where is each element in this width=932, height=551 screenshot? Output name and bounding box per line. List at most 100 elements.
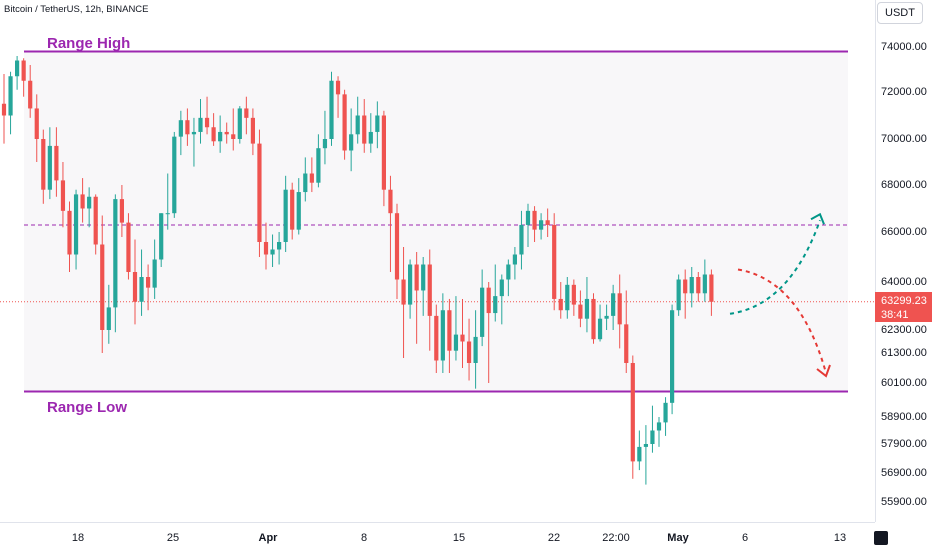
candle-body [106,307,111,330]
candle-body [329,80,334,139]
candle-body [185,120,190,135]
candlestick-chart-plot[interactable] [0,0,875,522]
candle-body [624,324,629,363]
candle-body [41,139,46,190]
candle-body [21,60,26,81]
candle-body [34,108,39,139]
candle-body [565,284,570,311]
time-tick-label: 25 [166,532,180,544]
candle-body [539,220,544,230]
time-tick-label: 22 [547,532,561,544]
candle-body [355,115,360,135]
candle-body [709,274,714,302]
candle-body [480,287,485,337]
candle-body [676,279,681,311]
candle-body [28,80,33,109]
candle-body [316,148,321,183]
candle-body [421,264,426,291]
projection-up-arrowhead [810,212,825,225]
candle-body [244,108,249,118]
candle-body [506,264,511,280]
candle-body [349,134,354,151]
candle-body [663,402,668,423]
candle-body [309,173,314,183]
price-tick-label: 58900.00 [881,411,927,423]
candle-body [237,108,242,139]
price-tick-label: 70000.00 [881,133,927,145]
price-tick-label: 61300.00 [881,347,927,359]
candle-body [119,199,124,223]
last-price-badge: 63299.23 38:41 [875,292,932,322]
candle-body [277,242,282,250]
candle-body [257,143,262,242]
candle-body [152,259,157,288]
candle-body [401,279,406,305]
candle-body [342,94,347,151]
candle-body [362,115,367,144]
candle-body [73,194,79,255]
candle-body [414,264,419,291]
candle-body [696,277,701,294]
candle-body [473,336,478,363]
candle-body [617,293,622,325]
time-tick-label: 13 [833,532,847,544]
candle-body [178,120,183,137]
candle-body [427,264,432,316]
tradingview-logo-icon [874,531,888,545]
candle-body [656,422,662,431]
price-axis[interactable]: 74000.00 72000.00 70000.00 68000.00 66000.00… [875,0,932,522]
candle-body [335,80,341,95]
candle-body [303,173,308,193]
candle-body [47,145,52,190]
candle-body [263,242,269,255]
candle-body [447,310,452,351]
time-tick-label: May [667,532,689,544]
candle-body [486,287,491,314]
candle-body [643,444,648,447]
candle-body [578,304,583,319]
candle-body [440,310,445,361]
candle-body [218,131,223,142]
candle-body [683,279,688,294]
projection-down-arrow [737,268,827,374]
candle-body [172,136,177,214]
candle-body [519,224,524,255]
price-tick-label: 74000.00 [881,41,927,53]
candle-body [54,145,59,181]
currency-selector-button[interactable]: USDT [877,2,923,24]
time-tick-label: 18 [71,532,85,544]
candle-body [113,199,118,308]
candle-body [100,244,105,330]
price-tick-label: 55900.00 [881,496,927,508]
candle-body [650,430,655,444]
candle-body [15,60,20,77]
price-tick-label: 57900.00 [881,438,927,450]
candle-body [290,189,295,230]
candle-body [1,103,7,116]
candle-body [296,192,301,230]
candle-body [466,341,472,363]
time-tick-label: 22:00 [602,532,630,544]
candle-body [434,315,439,361]
candle-body [394,213,400,280]
candle-body [408,264,413,305]
range-high-label: Range High [47,35,131,52]
candle-body [375,115,380,132]
candles-group [1,56,714,485]
candle-body [460,334,465,342]
candle-body [702,274,707,294]
time-tick-label: 6 [741,532,749,544]
price-tick-label: 72000.00 [881,86,927,98]
last-price-value: 63299.23 [881,295,927,307]
price-tick-label: 66000.00 [881,226,927,238]
time-axis[interactable]: 18 25 Apr 8 15 22 22:00 May 6 13 [0,522,875,551]
candle-body [159,213,164,260]
candle-body [525,210,531,225]
time-tick-label: 15 [452,532,466,544]
candle-body [93,196,98,245]
candle-body [552,224,557,299]
time-tick-label: Apr [258,532,278,544]
price-tick-label: 68000.00 [881,179,927,191]
candle-body [388,189,393,214]
candle-body [604,315,609,319]
